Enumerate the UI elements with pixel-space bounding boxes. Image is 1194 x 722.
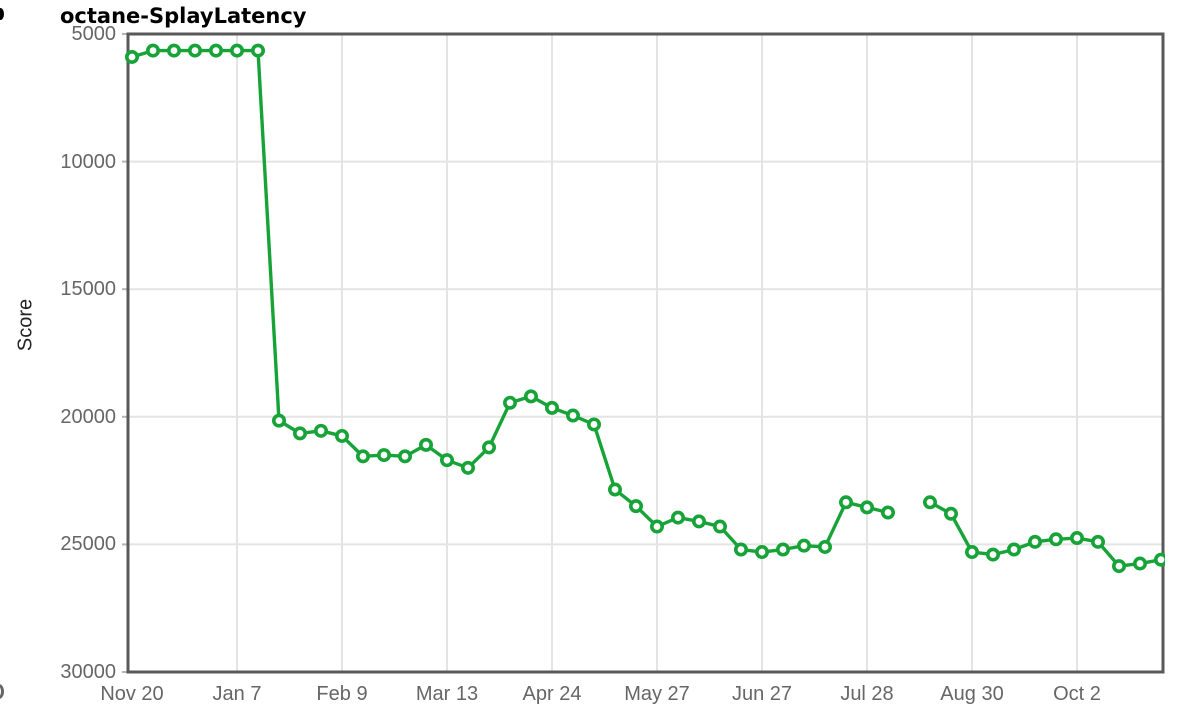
data-point-marker[interactable] xyxy=(251,43,266,58)
data-point-marker[interactable] xyxy=(209,43,224,58)
clipped-glyph-fragment-top xyxy=(0,8,4,20)
data-point-marker[interactable] xyxy=(754,545,769,560)
data-point-marker[interactable] xyxy=(356,449,371,464)
data-point-marker[interactable] xyxy=(1027,534,1042,549)
series-line xyxy=(130,48,890,554)
data-point-marker[interactable] xyxy=(439,453,454,468)
data-point-marker[interactable] xyxy=(712,519,727,534)
x-tick-label: Feb 9 xyxy=(316,683,368,705)
data-point-marker[interactable] xyxy=(188,43,203,58)
data-point-marker[interactable] xyxy=(628,499,643,514)
chart-title: octane-SplayLatency xyxy=(60,4,307,28)
data-point-marker[interactable] xyxy=(733,542,748,557)
x-tick-label: Mar 13 xyxy=(415,683,479,705)
x-tick-label: Jan 7 xyxy=(212,683,262,705)
x-tick-label: Nov 20 xyxy=(100,683,164,705)
data-point-marker[interactable] xyxy=(335,428,350,443)
y-tick-label: 25000 xyxy=(60,533,116,556)
series-line xyxy=(928,500,1163,568)
data-point-marker[interactable] xyxy=(502,395,517,410)
data-point-marker[interactable] xyxy=(166,43,181,58)
data-point-marker[interactable] xyxy=(607,482,622,497)
line-chart xyxy=(122,32,1165,674)
y-tick-label: 5000 xyxy=(71,23,117,45)
x-tick-label: Oct 2 xyxy=(1053,683,1101,705)
x-tick-label: Apr 24 xyxy=(522,683,582,705)
y-tick-label: 20000 xyxy=(60,405,116,428)
data-point-marker[interactable] xyxy=(649,519,664,534)
data-point-marker[interactable] xyxy=(418,437,433,452)
data-point-marker[interactable] xyxy=(125,49,139,64)
data-point-marker[interactable] xyxy=(670,510,685,525)
data-point-marker[interactable] xyxy=(1069,531,1084,546)
data-point-marker[interactable] xyxy=(481,440,496,455)
data-point-marker[interactable] xyxy=(230,43,245,58)
data-point-marker[interactable] xyxy=(1132,556,1147,571)
data-point-marker[interactable] xyxy=(775,542,790,557)
data-point-marker[interactable] xyxy=(1006,542,1021,557)
plot-border xyxy=(126,32,1165,674)
data-point-marker[interactable] xyxy=(586,417,601,432)
x-tick-label: Jun 27 xyxy=(731,683,793,705)
data-point-marker[interactable] xyxy=(1090,534,1105,549)
data-point-marker[interactable] xyxy=(859,500,874,515)
data-point-marker[interactable] xyxy=(796,538,811,553)
y-tick-label: 30000 xyxy=(60,661,116,683)
data-point-marker[interactable] xyxy=(523,389,538,404)
data-point-marker[interactable] xyxy=(985,547,1000,562)
data-point-marker[interactable] xyxy=(1111,559,1126,574)
data-point-marker[interactable] xyxy=(691,514,706,529)
data-point-marker[interactable] xyxy=(817,539,832,554)
data-point-marker[interactable] xyxy=(943,506,958,521)
data-point-marker[interactable] xyxy=(922,495,937,510)
data-point-marker[interactable] xyxy=(460,460,475,475)
data-point-marker[interactable] xyxy=(272,413,287,428)
x-tick-label: Aug 30 xyxy=(940,683,1004,705)
data-point-marker[interactable] xyxy=(1154,552,1165,567)
data-point-marker[interactable] xyxy=(397,449,412,464)
y-tick-label: 10000 xyxy=(60,150,116,173)
y-axis-title: Score xyxy=(14,298,37,352)
clipped-glyph-fragment-bottom xyxy=(0,684,4,699)
data-point-marker[interactable] xyxy=(1048,532,1063,547)
data-point-marker[interactable] xyxy=(964,545,979,560)
data-point-marker[interactable] xyxy=(565,408,580,423)
data-point-marker[interactable] xyxy=(314,423,329,438)
y-tick-label: 15000 xyxy=(60,278,116,301)
data-point-marker[interactable] xyxy=(145,43,160,58)
data-point-marker[interactable] xyxy=(838,495,853,510)
data-point-marker[interactable] xyxy=(376,448,391,463)
data-point-marker[interactable] xyxy=(880,505,895,520)
x-tick-label: May 27 xyxy=(624,683,690,705)
data-point-marker[interactable] xyxy=(544,400,559,415)
data-point-marker[interactable] xyxy=(293,426,308,441)
x-tick-label: Jul 28 xyxy=(840,683,894,705)
